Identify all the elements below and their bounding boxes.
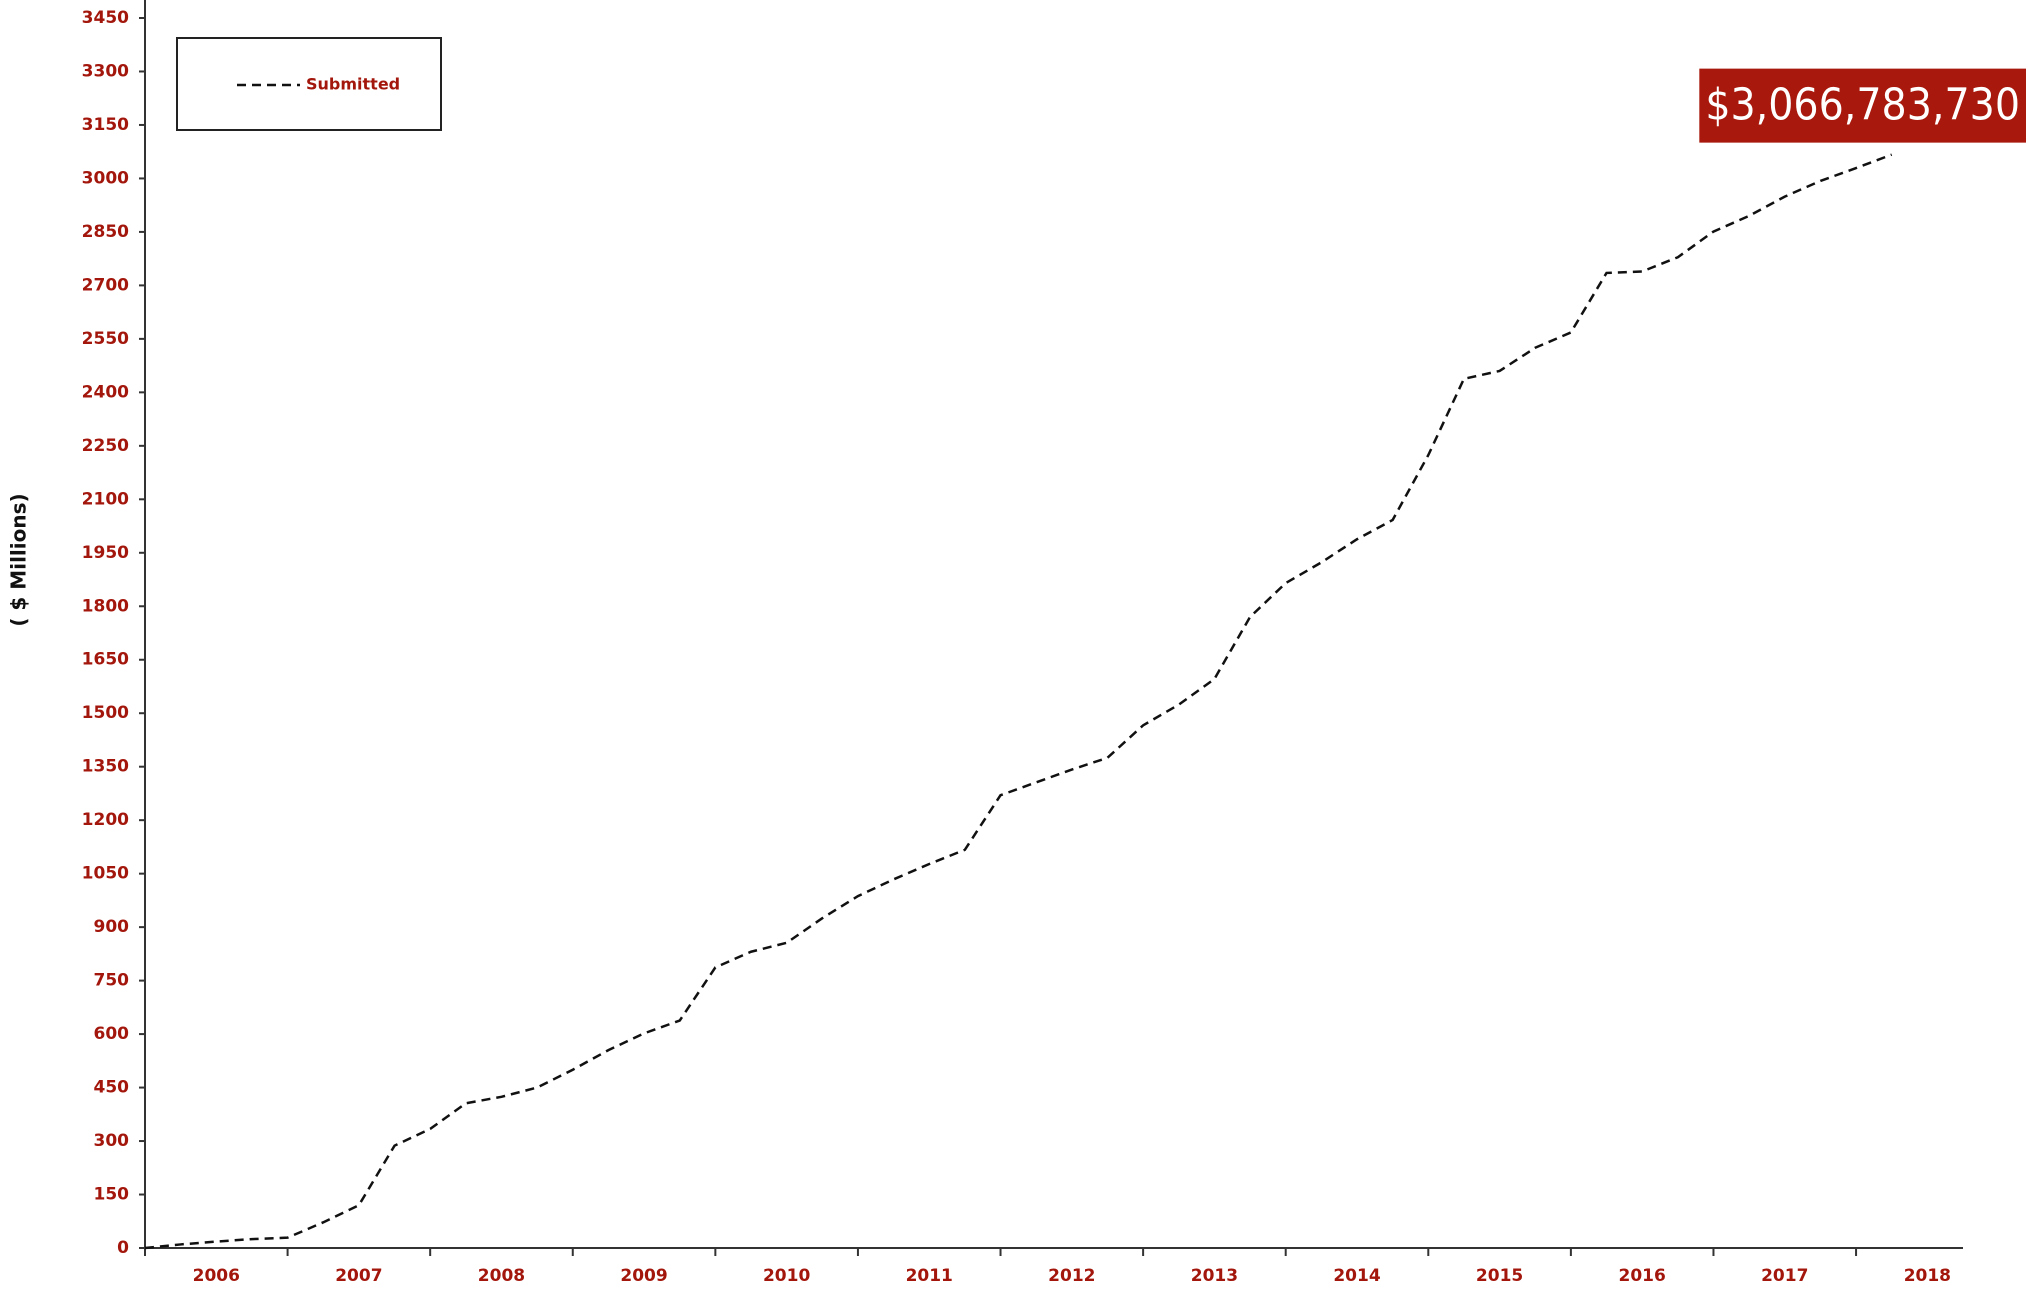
x-tick-label: 2009 <box>620 1266 667 1286</box>
annotation-text: $3,066,783,730 <box>1705 80 2020 131</box>
annotation-box <box>1699 68 2026 143</box>
y-tick-label: 3450 <box>82 8 129 28</box>
y-tick-label: 150 <box>94 1185 130 1205</box>
y-axis-label: ( $ Millions) <box>7 493 31 626</box>
y-tick-label: 1800 <box>82 596 129 616</box>
x-tick-label: 2017 <box>1761 1266 1808 1286</box>
x-tick-label: 2008 <box>478 1266 525 1286</box>
x-tick-label: 2006 <box>193 1266 240 1286</box>
y-tick-label: 3000 <box>82 168 129 188</box>
y-tick-label: 0 <box>117 1238 129 1258</box>
x-tick-label: 2018 <box>1904 1266 1951 1286</box>
annotation: $3,066,783,730 <box>1699 68 2026 143</box>
y-tick-label: 2700 <box>82 275 129 295</box>
x-tick-label: 2016 <box>1619 1266 1666 1286</box>
y-tick-label: 900 <box>94 917 130 937</box>
y-tick-label: 1200 <box>82 810 129 830</box>
x-tick-label: 2010 <box>763 1266 810 1286</box>
y-tick-label: 1050 <box>82 864 129 884</box>
y-tick-label: 2250 <box>82 436 129 456</box>
y-tick-label: 2550 <box>82 329 129 349</box>
data-line <box>144 153 1893 1250</box>
y-tick-label: 2850 <box>82 222 129 242</box>
legend-label: Submitted <box>306 75 400 94</box>
y-tick-label: 3150 <box>82 115 129 135</box>
y-tick-label: 600 <box>94 1024 130 1044</box>
x-tick-label: 2013 <box>1191 1266 1238 1286</box>
y-tick-label: 1500 <box>82 703 129 723</box>
x-tick-label: 2011 <box>906 1266 953 1286</box>
legend-box <box>176 37 442 131</box>
y-tick-label: 2100 <box>82 489 129 509</box>
x-tick-label: 2012 <box>1048 1266 1095 1286</box>
x-tick-label: 2007 <box>335 1266 382 1286</box>
y-tick-label: 2400 <box>82 382 129 402</box>
x-tick-label: 2015 <box>1476 1266 1523 1286</box>
y-tick-label: 1950 <box>82 543 129 563</box>
y-tick-label: 300 <box>94 1131 130 1151</box>
x-tick-label: 2014 <box>1333 1266 1380 1286</box>
y-tick-label: 1350 <box>82 757 129 777</box>
y-tick-label: 1650 <box>82 650 129 670</box>
y-tick-label: 750 <box>94 971 130 991</box>
y-tick-label: 3300 <box>82 61 129 81</box>
y-tick-label: 450 <box>94 1078 130 1098</box>
